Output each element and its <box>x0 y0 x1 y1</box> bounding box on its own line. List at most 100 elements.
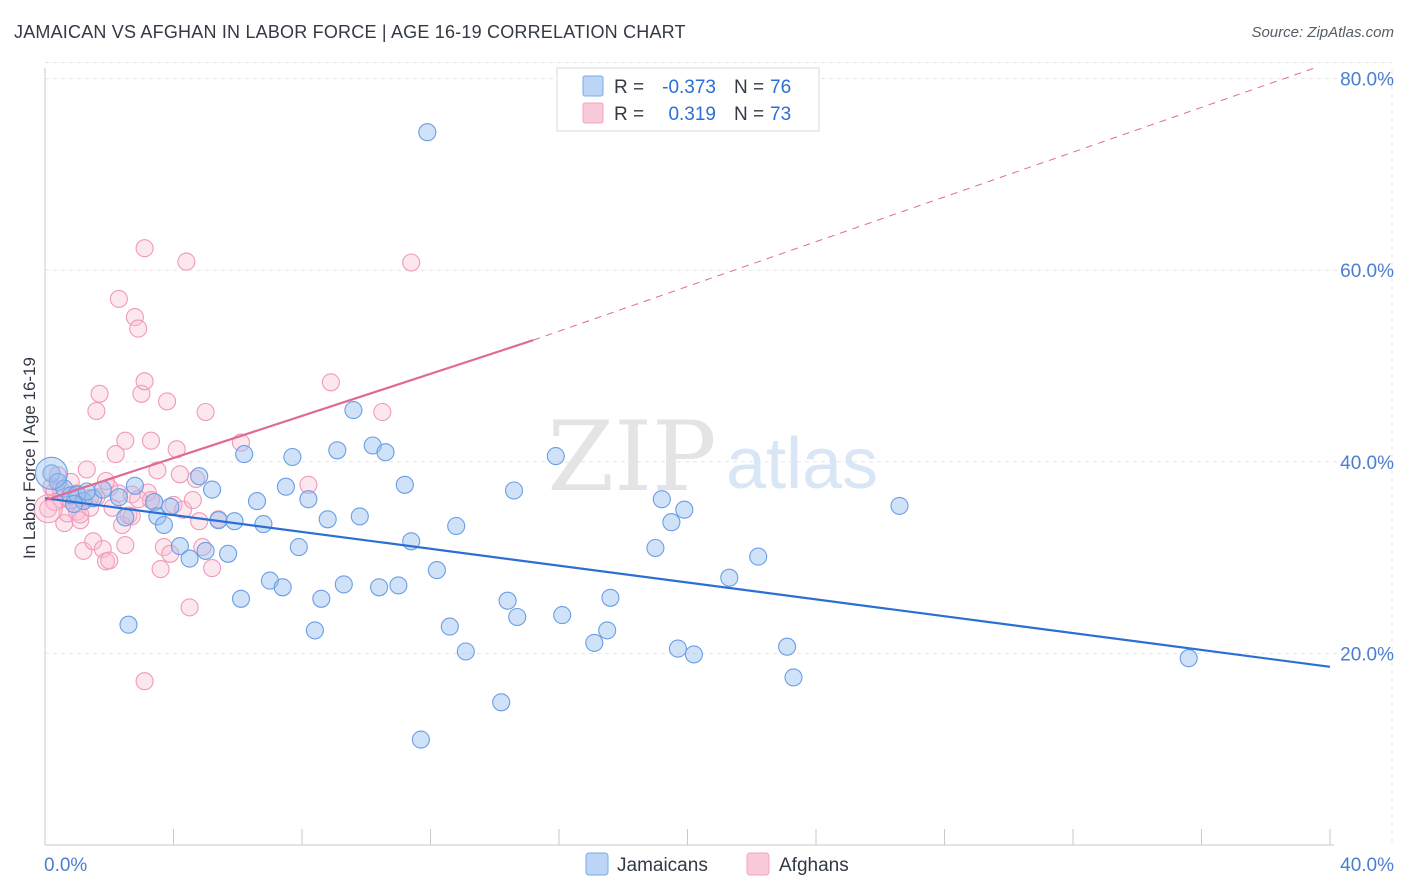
point-jamaicans-72 <box>119 615 138 634</box>
watermark: ZIP atlas <box>547 401 878 513</box>
point-afghans-39 <box>164 495 183 514</box>
axes <box>44 68 1334 846</box>
y-axis-title: In Labor Force | Age 16-19 <box>20 357 39 559</box>
y-tick-label-40: 40.0% <box>1340 453 1394 474</box>
point-jamaicans-43 <box>395 475 414 494</box>
point-jamaicans-20 <box>219 544 238 563</box>
point-jamaicans-70 <box>890 496 909 515</box>
stats-n-label-jamaicans: N = <box>734 77 764 98</box>
legend-swatch-jamaicans <box>585 852 609 876</box>
point-jamaicans-61 <box>652 490 671 509</box>
point-jamaicans-13 <box>161 497 180 516</box>
point-jamaicans-42 <box>389 576 408 595</box>
data-points <box>33 123 1198 749</box>
trend-lines <box>44 66 1331 668</box>
point-afghans-38 <box>161 544 180 563</box>
point-jamaicans-22 <box>231 589 251 608</box>
point-afghans-46 <box>186 469 206 489</box>
point-jamaicans-51 <box>492 693 511 712</box>
series-legend: Jamaicans Afghans <box>585 852 849 876</box>
point-jamaicans-23 <box>235 445 254 464</box>
point-jamaicans-52 <box>498 591 517 610</box>
stats-legend: R = -0.373 N = 76 R = 0.319 N = 73 <box>556 67 820 132</box>
gridlines <box>45 61 1393 845</box>
point-afghans-59 <box>135 672 154 691</box>
point-jamaicans-53 <box>504 481 524 500</box>
point-jamaicans-63 <box>668 639 687 658</box>
point-jamaicans-62 <box>662 513 681 532</box>
stats-n-value-afghans: 73 <box>770 104 791 125</box>
point-afghans-43 <box>177 252 196 271</box>
point-afghans-30 <box>135 372 154 391</box>
point-jamaicans-30 <box>289 538 308 557</box>
point-afghans-50 <box>203 559 222 578</box>
point-afghans-26 <box>122 507 141 526</box>
point-afghans-21 <box>106 445 125 464</box>
point-afghans-56 <box>402 253 421 272</box>
point-jamaicans-47 <box>427 561 446 580</box>
point-afghans-16 <box>90 384 109 403</box>
point-afghans-55 <box>373 402 392 422</box>
point-afghans-11 <box>74 541 93 560</box>
point-jamaicans-50 <box>456 642 475 661</box>
watermark-atlas: atlas <box>726 424 878 504</box>
point-jamaicans-15 <box>180 549 199 568</box>
point-jamaicans-35 <box>328 441 347 460</box>
point-afghans-27 <box>125 308 144 327</box>
y-tick-label-60: 60.0% <box>1340 261 1394 282</box>
point-jamaicans-45 <box>411 730 430 749</box>
point-afghans-47 <box>190 512 209 531</box>
point-afghans-34 <box>148 461 167 480</box>
stats-r-label-jamaicans: R = <box>614 77 644 98</box>
point-jamaicans-18 <box>203 480 222 499</box>
point-afghans-66 <box>116 536 135 555</box>
point-jamaicans-28 <box>276 477 295 496</box>
point-jamaicans-48 <box>440 617 459 636</box>
legend-swatch-afghans <box>746 852 770 876</box>
trend-line-afghans-extension <box>533 66 1318 341</box>
point-afghans-41 <box>170 465 189 484</box>
stats-n-value-jamaicans: 76 <box>770 77 791 98</box>
chart-title: JAMAICAN VS AFGHAN IN LABOR FORCE | AGE … <box>14 22 686 42</box>
watermark-zip: ZIP <box>547 401 716 513</box>
point-jamaicans-33 <box>312 589 331 608</box>
point-jamaicans-37 <box>344 401 363 420</box>
point-afghans-69 <box>141 491 161 510</box>
point-afghans-36 <box>154 538 173 557</box>
point-afghans-14 <box>84 532 103 551</box>
point-jamaicans-14 <box>170 537 189 556</box>
point-afghans-28 <box>129 319 148 338</box>
x-tick-label-min: 0.0% <box>44 855 87 876</box>
stats-r-value-afghans: 0.319 <box>668 104 716 125</box>
point-jamaicans-9 <box>125 476 144 495</box>
point-jamaicans-75 <box>109 488 128 507</box>
point-jamaicans-64 <box>675 500 694 519</box>
stats-n-label-afghans: N = <box>734 104 764 125</box>
y-tick-label-80: 80.0% <box>1340 70 1394 91</box>
point-jamaicans-57 <box>585 633 604 652</box>
point-jamaicans-8 <box>116 508 135 527</box>
point-jamaicans-24 <box>247 492 267 511</box>
point-jamaicans-49 <box>447 516 466 536</box>
trend-line-jamaicans <box>44 497 1331 668</box>
point-jamaicans-38 <box>350 507 369 526</box>
tick-labels: 20.0% 40.0% 60.0% 80.0% 0.0% 40.0% <box>44 70 1394 876</box>
source-label: Source: ZipAtlas.com <box>1251 24 1394 41</box>
point-jamaicans-1 <box>48 472 67 491</box>
stats-r-label-afghans: R = <box>614 104 644 125</box>
point-jamaicans-65 <box>684 645 703 664</box>
point-jamaicans-59 <box>601 588 620 607</box>
trend-line-afghans <box>44 339 534 502</box>
point-jamaicans-40 <box>370 578 389 597</box>
point-jamaicans-67 <box>749 547 768 566</box>
point-afghans-45 <box>183 491 202 510</box>
point-jamaicans-34 <box>318 510 337 529</box>
point-jamaicans-27 <box>273 578 292 597</box>
point-jamaicans-41 <box>376 443 395 462</box>
point-afghans-44 <box>180 598 199 617</box>
point-jamaicans-68 <box>778 637 797 656</box>
point-afghans-large <box>33 494 63 524</box>
point-jamaicans-46 <box>418 123 437 142</box>
legend-label-jamaicans: Jamaicans <box>617 855 708 876</box>
point-jamaicans-16 <box>190 467 209 486</box>
